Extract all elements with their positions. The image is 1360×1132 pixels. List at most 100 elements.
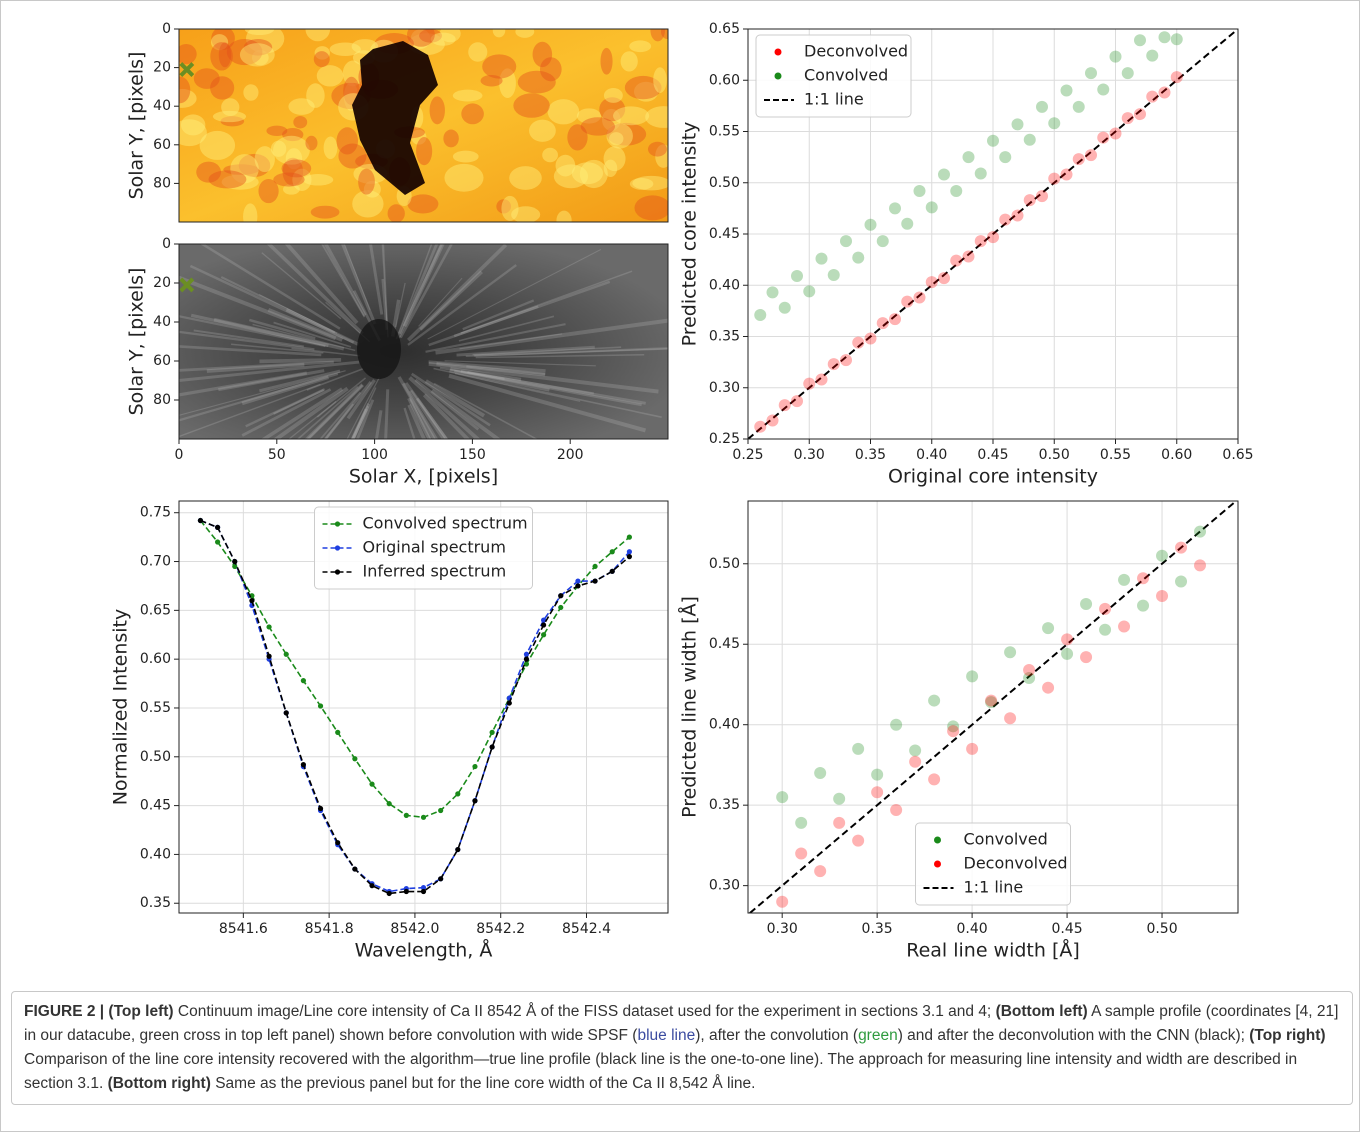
- scatter-point: [827, 358, 840, 371]
- scatter-point: [889, 202, 901, 215]
- x-tick-label: 0.35: [862, 921, 893, 937]
- fibril: [433, 382, 538, 439]
- series-marker: [335, 840, 341, 846]
- fibril: [241, 388, 332, 437]
- y-tick-label: 0.35: [709, 797, 740, 813]
- x-tick-label: 0.30: [794, 447, 825, 463]
- granule: [407, 29, 435, 47]
- scatter-point: [795, 847, 808, 860]
- series-marker: [386, 801, 392, 807]
- granule: [571, 162, 604, 185]
- fibril: [395, 244, 433, 340]
- fibril: [460, 270, 633, 334]
- y-tick-label: 0.30: [709, 380, 740, 396]
- granule: [266, 125, 288, 137]
- x-tick-label: 0.50: [1146, 921, 1177, 937]
- y-tick-label: 0: [162, 236, 171, 252]
- fibril: [306, 384, 364, 439]
- scatter-point: [1121, 67, 1134, 80]
- scatter-point: [890, 718, 903, 731]
- series-marker: [609, 568, 615, 574]
- scatter-point: [1042, 681, 1055, 694]
- fibril: [179, 330, 315, 351]
- y-tick-label: 0.40: [709, 277, 740, 293]
- x-tick-label: 0.60: [1161, 447, 1192, 463]
- granule: [211, 29, 235, 51]
- scatter-point: [962, 250, 975, 263]
- scatter-point: [1175, 575, 1188, 588]
- granule: [323, 136, 338, 160]
- series-marker: [489, 729, 495, 735]
- granule: [496, 199, 512, 214]
- fibril: [179, 370, 346, 416]
- granule: [629, 178, 654, 190]
- fibril: [428, 280, 611, 347]
- granule: [251, 49, 269, 66]
- granule: [273, 135, 310, 165]
- series-marker: [215, 539, 221, 545]
- axes-frame: [747, 28, 1239, 440]
- scatter-point: [871, 786, 884, 799]
- scatter-point: [962, 151, 975, 164]
- series-marker: [300, 762, 306, 768]
- legend-label: Convolved: [964, 830, 1048, 849]
- fibril: [346, 377, 380, 439]
- granule: [461, 103, 484, 125]
- granule: [246, 29, 285, 54]
- scatter-point: [987, 231, 999, 244]
- series-marker: [352, 756, 358, 762]
- legend-swatch: [774, 48, 782, 56]
- granule: [501, 195, 519, 221]
- scatter-point: [925, 201, 938, 214]
- granule: [193, 68, 220, 89]
- granule: [221, 174, 259, 190]
- series-marker: [420, 888, 427, 895]
- x-tick-label: 0.40: [957, 921, 988, 937]
- legend-label: Convolved: [804, 66, 888, 85]
- fibril: [231, 343, 324, 354]
- scatter-point: [815, 252, 828, 265]
- y-tick-label: 0.50: [709, 556, 740, 572]
- scatter-point: [1170, 71, 1183, 84]
- scatter-point: [909, 744, 922, 757]
- scatter-point: [928, 773, 941, 786]
- granule: [632, 175, 668, 191]
- series-marker: [558, 593, 564, 599]
- scatter-point: [889, 313, 901, 326]
- fibril: [407, 244, 508, 342]
- fibril: [409, 389, 446, 439]
- x-tick-label: 0.35: [855, 447, 886, 463]
- plot-area: [179, 501, 668, 913]
- caption-text: (Top right): [1249, 1027, 1326, 1044]
- x-tick-label: 0.45: [1051, 921, 1082, 937]
- granule: [208, 170, 247, 189]
- scatter-point: [814, 766, 827, 779]
- granule: [292, 168, 312, 191]
- granule: [293, 115, 308, 129]
- axes-frame: [178, 243, 669, 440]
- series-line: [199, 520, 630, 819]
- fibril: [459, 333, 563, 350]
- granule: [480, 74, 503, 87]
- marker-cross: [179, 62, 195, 77]
- scatter-point: [950, 184, 963, 197]
- scatter-point: [1061, 647, 1074, 660]
- y-axis-label: Normalized Intensity: [110, 609, 132, 806]
- caption-text: Comparison of the line core intensity re…: [24, 1051, 1298, 1092]
- caption-text: green: [858, 1027, 898, 1044]
- plot-area: [179, 29, 668, 222]
- fibril: [408, 376, 481, 439]
- granule: [645, 106, 668, 128]
- fibril: [273, 389, 325, 415]
- granule: [602, 108, 621, 131]
- series-marker: [249, 597, 255, 604]
- series-marker: [541, 617, 547, 623]
- scatter-point: [1061, 633, 1074, 646]
- granule: [556, 210, 572, 222]
- granule: [655, 144, 668, 168]
- scatter-point: [871, 768, 884, 781]
- x-axis-label: Real line width [Å]: [906, 939, 1080, 962]
- granule: [288, 98, 315, 115]
- fibril: [189, 264, 355, 344]
- granule: [179, 44, 197, 65]
